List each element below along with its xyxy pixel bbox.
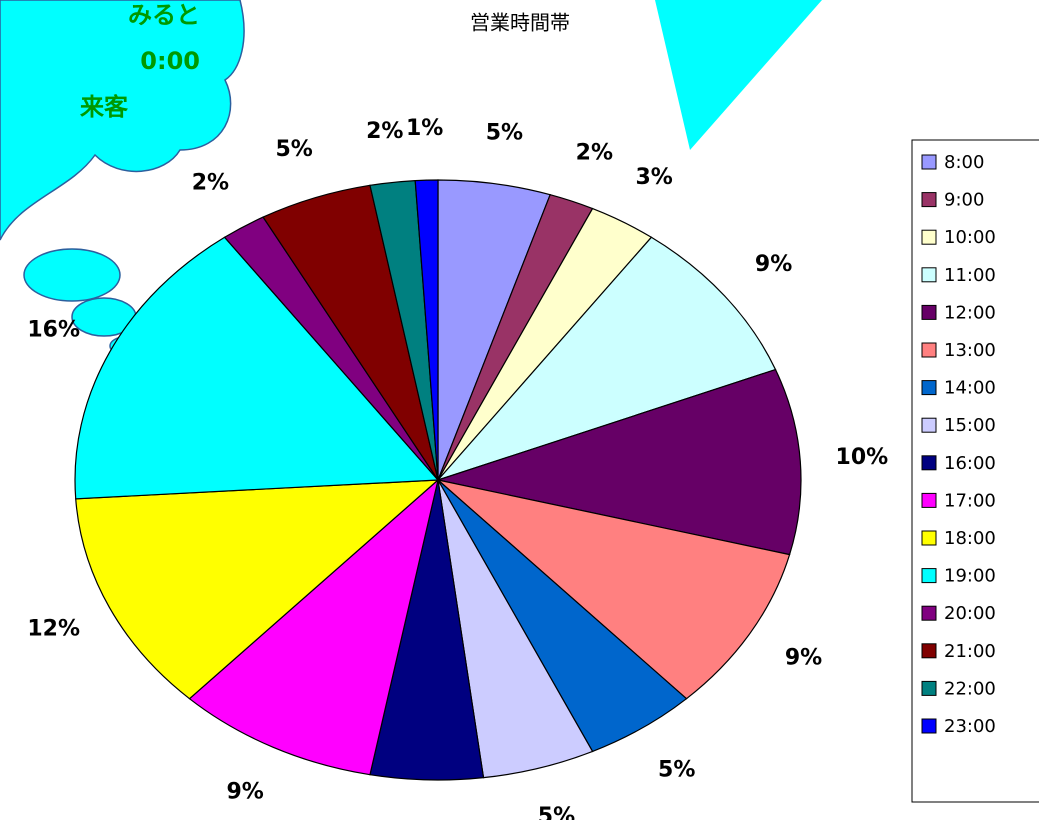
legend-swatch [922, 644, 936, 658]
legend-label: 12:00 [944, 302, 996, 323]
legend-swatch [922, 230, 936, 244]
legend-label: 19:00 [944, 566, 996, 587]
value-label: 1% [406, 116, 443, 141]
value-label: 10% [836, 445, 889, 470]
legend-swatch [922, 681, 936, 695]
annotation: みると [128, 1, 200, 29]
value-label: 16% [27, 318, 80, 343]
legend-label: 18:00 [944, 528, 996, 549]
value-label: 9% [785, 646, 822, 671]
legend-swatch [922, 493, 936, 507]
legend-swatch [922, 456, 936, 470]
value-label: 5% [538, 804, 575, 820]
legend-swatch [922, 305, 936, 319]
legend-label: 10:00 [944, 227, 996, 248]
legend-swatch [922, 569, 936, 583]
chart: みると 0:00 来客 営業時間帯 5% 2% 3% 9% 10% 9% 5% 5% 5% 9% 1… [0, 0, 1039, 820]
legend-swatch [922, 719, 936, 733]
legend-swatch [922, 531, 936, 545]
value-label: 5% [486, 120, 523, 145]
annotation: 来客 [80, 93, 129, 121]
value-label: 2% [192, 171, 229, 196]
value-label: 2% [576, 141, 613, 166]
value-label: 3% [636, 165, 673, 190]
legend-swatch [922, 343, 936, 357]
legend-label: 9:00 [944, 190, 984, 211]
legend-label: 11:00 [944, 265, 996, 286]
callout-triangle [655, 0, 822, 150]
legend-swatch [922, 193, 936, 207]
value-label: 5% [275, 137, 312, 162]
value-label: 12% [27, 616, 80, 641]
value-label: 2% [366, 119, 403, 144]
legend-swatch [922, 381, 936, 395]
legend-label: 15:00 [944, 415, 996, 436]
legend-label: 14:00 [944, 378, 996, 399]
legend-label: 17:00 [944, 490, 996, 511]
legend-label: 20:00 [944, 603, 996, 624]
value-label: 5% [658, 757, 695, 782]
legend-label: 16:00 [944, 453, 996, 474]
annotation: 0:00 [140, 47, 200, 75]
legend-label: 8:00 [944, 152, 984, 173]
chart-title: 営業時間帯 [470, 11, 570, 35]
legend-swatch [922, 606, 936, 620]
value-label: 9% [755, 252, 792, 277]
legend-swatch [922, 268, 936, 282]
legend-label: 22:00 [944, 678, 996, 699]
legend-swatch [922, 418, 936, 432]
value-label: 9% [227, 780, 264, 805]
legend-label: 23:00 [944, 716, 996, 737]
legend-label: 13:00 [944, 340, 996, 361]
legend-swatch [922, 155, 936, 169]
legend-label: 21:00 [944, 641, 996, 662]
